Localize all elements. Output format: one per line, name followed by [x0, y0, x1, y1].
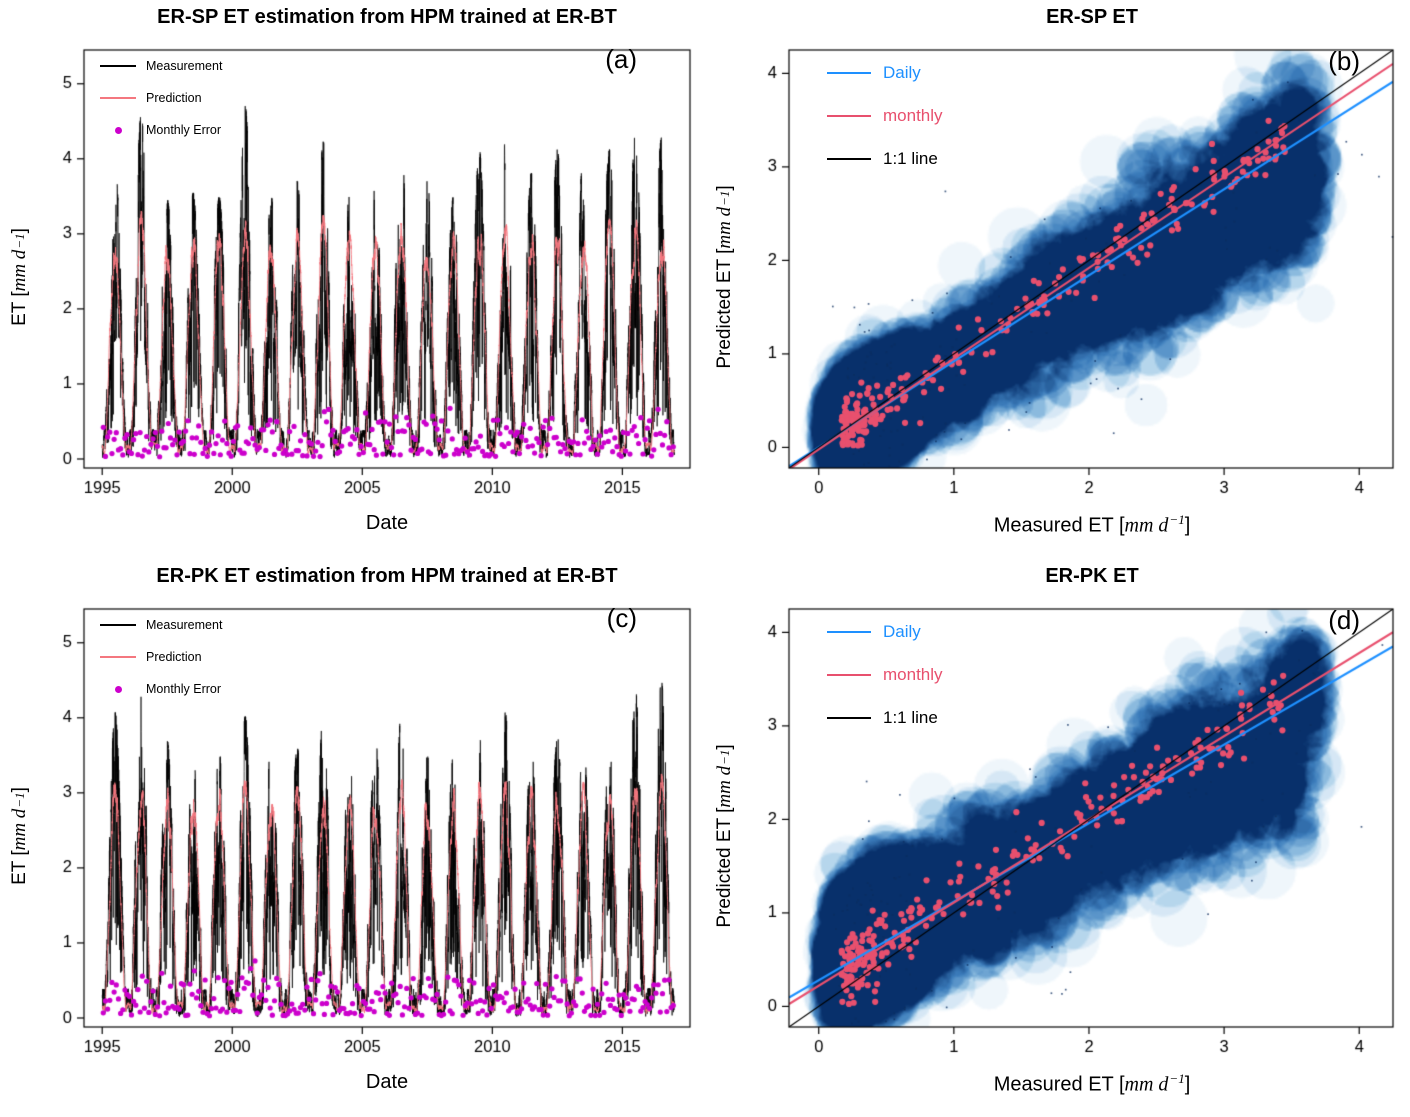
panel-c-plot-canvas — [0, 595, 705, 1077]
panel-d-x-axis-label: Measured ET [mm d−1] — [789, 1071, 1395, 1097]
panel-c-x-axis-label: Date — [365, 1071, 409, 1093]
monthly-error-dot-swatch — [115, 126, 122, 134]
legend-item-daily: Daily — [827, 621, 943, 643]
ylabel-math: mm d — [9, 249, 30, 292]
panel-a-plot-canvas — [0, 36, 705, 518]
panel-d-legend: Daily monthly 1:1 line — [827, 621, 943, 729]
legend-label: Prediction — [146, 91, 202, 105]
xlabel-text: Measured ET [ — [993, 514, 1125, 537]
legend-label: Prediction — [146, 650, 202, 664]
ylabel-math: mm d — [9, 808, 30, 851]
panel-a-y-axis-label: ET [mm d −1] — [6, 36, 34, 518]
panel-d-letter: (d) — [1328, 605, 1360, 635]
panel-d-y-axis-label: Predicted ET [mm d −1] — [711, 595, 739, 1077]
panel-b-plot-canvas — [705, 36, 1410, 518]
ylabel-text: Predicted ET [ — [714, 248, 735, 369]
legend-label: Measurement — [146, 59, 223, 73]
ylabel-text-close: ] — [714, 185, 735, 191]
xlabel-exponent: −1 — [1169, 1071, 1185, 1086]
panel-d-title: ER-PK ET — [1045, 565, 1139, 587]
ylabel-text: Predicted ET [ — [714, 807, 735, 928]
legend-label: Daily — [883, 622, 921, 641]
legend-item-monthly: monthly — [827, 105, 943, 127]
xlabel-math: mm d — [1124, 1073, 1169, 1096]
ylabel-text-close: ] — [9, 787, 30, 793]
prediction-line-swatch — [100, 656, 136, 658]
legend-item-one-to-one: 1:1 line — [827, 707, 943, 729]
ylabel-text: ET [ — [9, 291, 30, 326]
panel-c-y-axis-label: ET [mm d −1] — [6, 595, 34, 1077]
panel-d: ER-PK ET Predicted ET [mm d −1] Daily mon… — [705, 559, 1410, 1117]
legend-item-monthly-error: Monthly Error — [100, 679, 222, 699]
daily-line-swatch — [827, 71, 871, 75]
xlabel-text-close: ] — [1184, 1073, 1191, 1096]
panel-a: ER-SP ET estimation from HPM trained at … — [0, 0, 705, 558]
legend-label: 1:1 line — [883, 149, 938, 168]
ylabel-exponent: −1 — [12, 233, 27, 249]
ylabel-exponent: −1 — [12, 792, 27, 808]
panel-c: ER-PK ET estimation from HPM trained at … — [0, 559, 705, 1117]
panel-a-legend: Measurement Prediction Monthly Error — [100, 56, 222, 140]
panel-b-x-axis-label: Measured ET [mm d−1] — [789, 512, 1395, 538]
ylabel-text-close: ] — [9, 228, 30, 234]
panel-a-letter: (a) — [605, 44, 637, 74]
legend-item-measurement: Measurement — [100, 56, 222, 76]
legend-label: Measurement — [146, 618, 223, 632]
measurement-line-swatch — [100, 65, 136, 67]
panel-b-title: ER-SP ET — [1046, 6, 1138, 28]
panel-c-legend: Measurement Prediction Monthly Error — [100, 615, 222, 699]
panel-b-y-axis-label: Predicted ET [mm d −1] — [711, 36, 739, 518]
legend-item-one-to-one: 1:1 line — [827, 148, 943, 170]
ylabel-exponent: −1 — [717, 190, 732, 206]
panel-b-legend: Daily monthly 1:1 line — [827, 62, 943, 170]
legend-item-prediction: Prediction — [100, 647, 222, 667]
panel-c-letter: (c) — [606, 603, 637, 633]
daily-line-swatch — [827, 630, 871, 634]
legend-item-prediction: Prediction — [100, 88, 222, 108]
legend-item-monthly-error: Monthly Error — [100, 120, 222, 140]
legend-label: Daily — [883, 63, 921, 82]
ylabel-text-close: ] — [714, 744, 735, 750]
legend-item-daily: Daily — [827, 62, 943, 84]
ylabel-math: mm d — [714, 206, 735, 249]
measurement-line-swatch — [100, 624, 136, 626]
xlabel-text: Measured ET [ — [993, 1073, 1125, 1096]
panel-b-letter: (b) — [1328, 46, 1360, 76]
monthly-line-swatch — [827, 673, 871, 677]
panel-a-title: ER-SP ET estimation from HPM trained at … — [157, 6, 617, 28]
one-to-one-line-swatch — [827, 157, 871, 161]
panel-d-plot-canvas — [705, 595, 1410, 1077]
panel-b: ER-SP ET Predicted ET [mm d −1] Daily mon… — [705, 0, 1410, 558]
ylabel-math: mm d — [714, 765, 735, 808]
one-to-one-line-swatch — [827, 716, 871, 720]
legend-item-monthly: monthly — [827, 664, 943, 686]
xlabel-text-close: ] — [1184, 514, 1191, 537]
prediction-line-swatch — [100, 97, 136, 99]
legend-label: Monthly Error — [146, 123, 222, 137]
legend-label: monthly — [883, 665, 943, 684]
xlabel-exponent: −1 — [1169, 512, 1185, 527]
panel-c-title: ER-PK ET estimation from HPM trained at … — [156, 565, 618, 587]
ylabel-exponent: −1 — [717, 749, 732, 765]
legend-label: Monthly Error — [146, 682, 222, 696]
panel-a-x-axis-label: Date — [365, 512, 409, 534]
legend-label: 1:1 line — [883, 708, 938, 727]
legend-item-measurement: Measurement — [100, 615, 222, 635]
xlabel-math: mm d — [1124, 514, 1169, 537]
legend-label: monthly — [883, 106, 943, 125]
monthly-line-swatch — [827, 114, 871, 118]
ylabel-text: ET [ — [9, 850, 30, 885]
monthly-error-dot-swatch — [115, 685, 122, 693]
